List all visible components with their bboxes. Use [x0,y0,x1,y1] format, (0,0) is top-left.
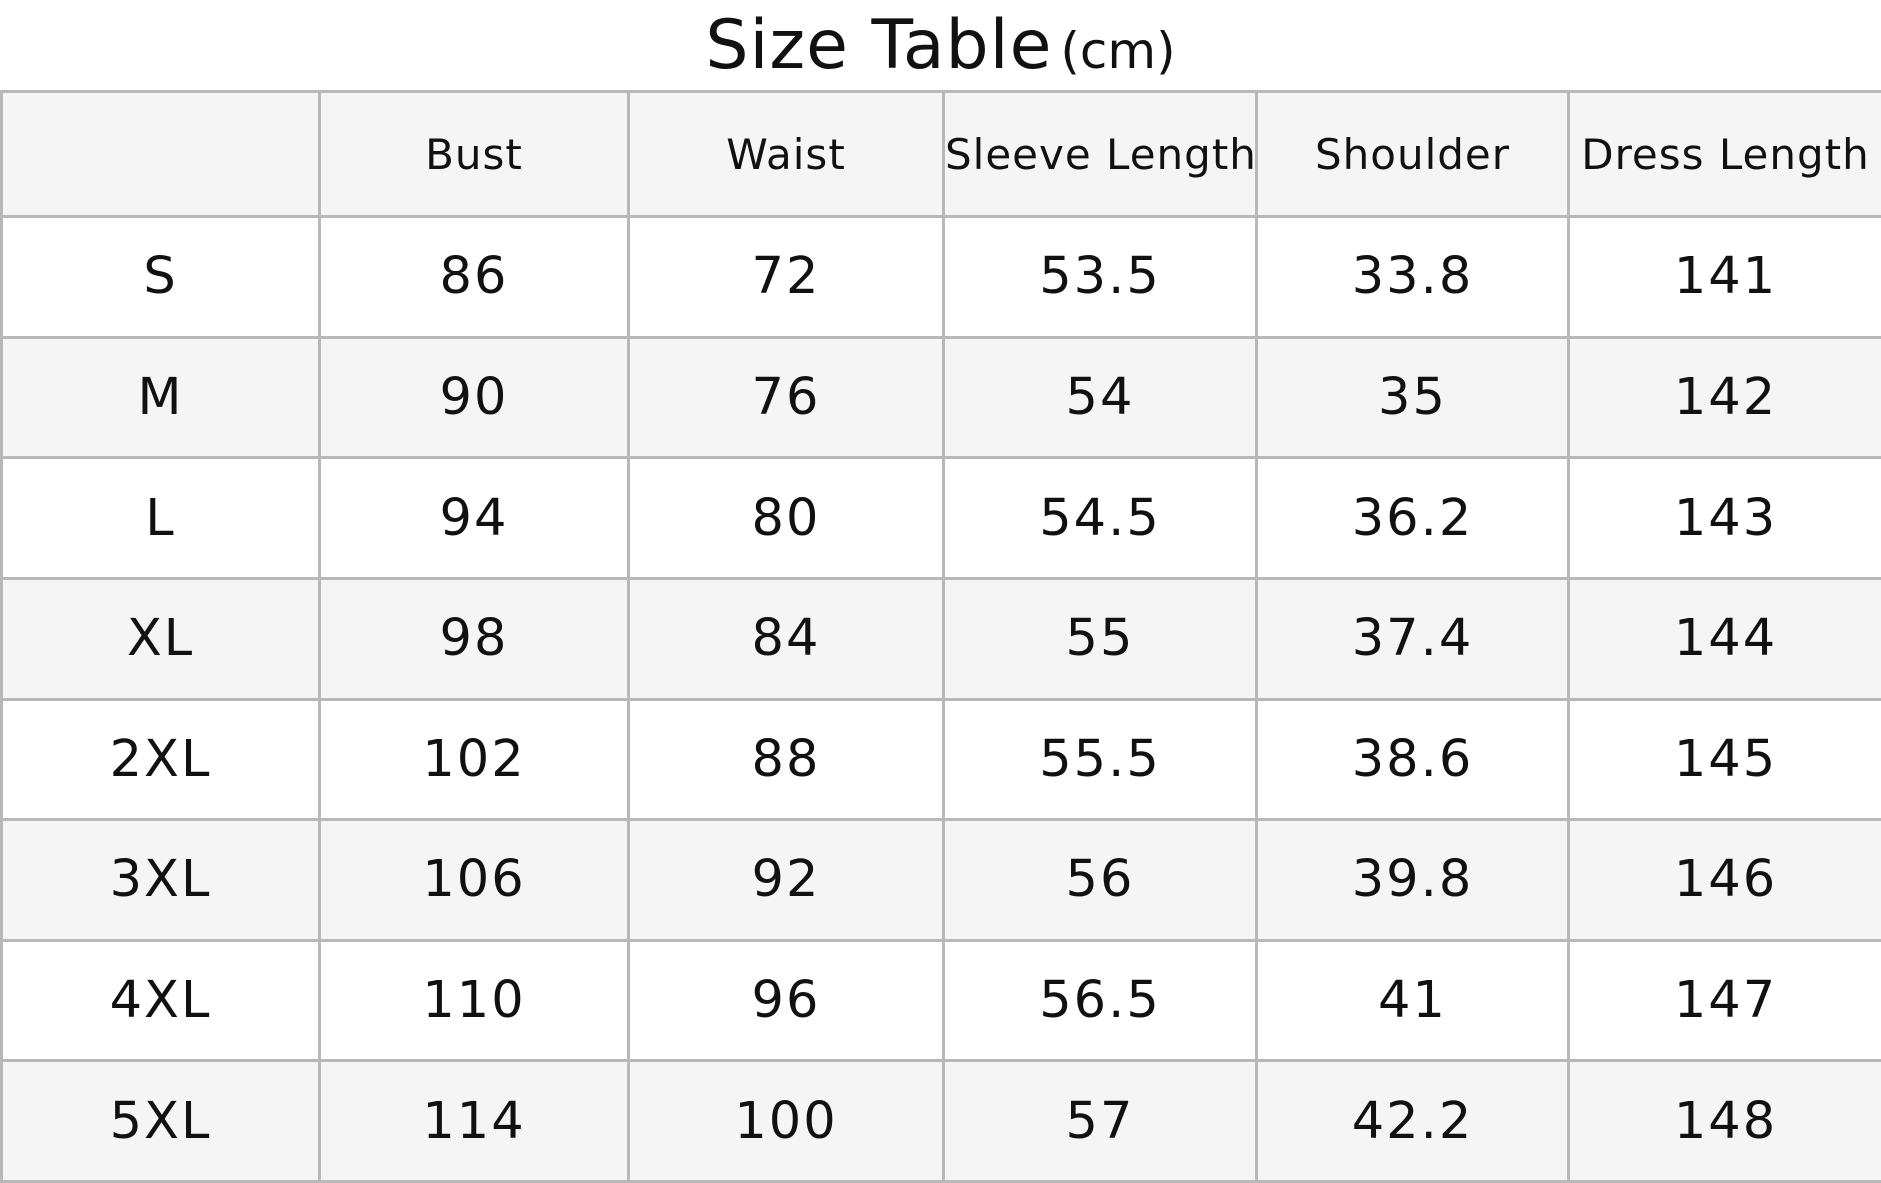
table-row: S 86 72 53.5 33.8 141 [0,215,1881,339]
shoulder-value: 38.6 [1255,697,1570,822]
bust-value: 102 [318,697,630,822]
shoulder-value: 42.2 [1255,1059,1570,1183]
waist-value: 80 [627,456,945,580]
dress-length-value: 147 [1567,938,1881,1063]
table-row: M 90 76 54 35 142 [0,335,1881,460]
waist-value: 96 [627,938,945,1063]
size-label: S [0,215,321,339]
shoulder-value: 35 [1255,335,1570,460]
waist-value: 72 [627,215,945,339]
bust-value: 86 [318,215,630,339]
header-row: Bust Waist Sleeve Length Shoulder Dress … [0,90,1881,218]
sleeve-length-value: 54.5 [942,456,1258,580]
size-label: 5XL [0,1059,321,1183]
waist-value: 76 [627,335,945,460]
sleeve-length-value: 56 [942,818,1258,942]
bust-value: 94 [318,456,630,580]
table-row: 2XL 102 88 55.5 38.6 145 [0,697,1881,822]
sleeve-length-value: 53.5 [942,215,1258,339]
table-row: XL 98 84 55 37.4 144 [0,576,1881,701]
title-main: Size Table [705,6,1053,85]
bust-value: 98 [318,576,630,701]
shoulder-value: 39.8 [1255,818,1570,942]
dress-length-value: 144 [1567,576,1881,701]
sleeve-length-value: 57 [942,1059,1258,1183]
dress-length-value: 148 [1567,1059,1881,1183]
bust-value: 106 [318,818,630,942]
column-header-shoulder: Shoulder [1255,90,1570,218]
column-header-waist: Waist [627,90,945,218]
column-header-sleeve-length: Sleeve Length [942,90,1258,218]
table-row: L 94 80 54.5 36.2 143 [0,456,1881,580]
waist-value: 92 [627,818,945,942]
size-label: 3XL [0,818,321,942]
size-label: M [0,335,321,460]
dress-length-value: 143 [1567,456,1881,580]
shoulder-value: 33.8 [1255,215,1570,339]
size-label: 2XL [0,697,321,822]
sleeve-length-value: 55 [942,576,1258,701]
size-label: XL [0,576,321,701]
sleeve-length-value: 56.5 [942,938,1258,1063]
shoulder-value: 41 [1255,938,1570,1063]
sleeve-length-value: 54 [942,335,1258,460]
shoulder-value: 36.2 [1255,456,1570,580]
corner-cell [0,90,321,218]
bust-value: 114 [318,1059,630,1183]
shoulder-value: 37.4 [1255,576,1570,701]
column-header-dress-length: Dress Length [1567,90,1881,218]
column-header-bust: Bust [318,90,630,218]
table-row: 3XL 106 92 56 39.8 146 [0,818,1881,942]
size-label: 4XL [0,938,321,1063]
bust-value: 90 [318,335,630,460]
dress-length-value: 141 [1567,215,1881,339]
table-row: 5XL 114 100 57 42.2 148 [0,1059,1881,1183]
size-label: L [0,456,321,580]
bust-value: 110 [318,938,630,1063]
waist-value: 100 [627,1059,945,1183]
dress-length-value: 145 [1567,697,1881,822]
sleeve-length-value: 55.5 [942,697,1258,822]
title-unit: (cm) [1060,22,1176,80]
dress-length-value: 142 [1567,335,1881,460]
table-row: 4XL 110 96 56.5 41 147 [0,938,1881,1063]
dress-length-value: 146 [1567,818,1881,942]
waist-value: 88 [627,697,945,822]
waist-value: 84 [627,576,945,701]
page-title: Size Table (cm) [0,0,1881,92]
size-table: Bust Waist Sleeve Length Shoulder Dress … [0,90,1881,1183]
